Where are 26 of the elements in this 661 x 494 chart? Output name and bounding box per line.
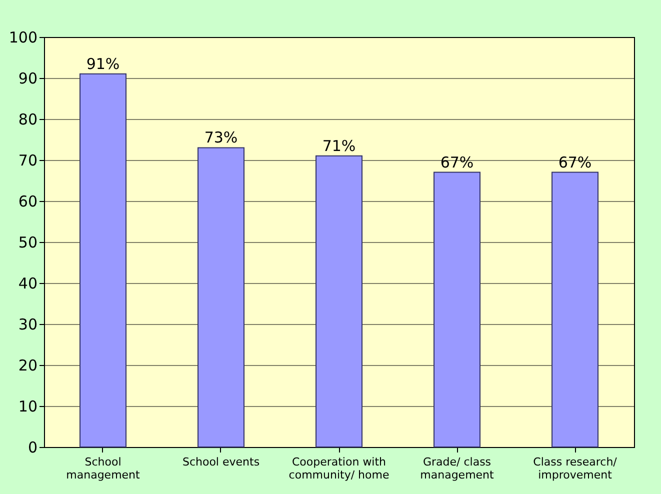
y-tick-label: 60	[18, 192, 38, 210]
bar	[316, 155, 362, 448]
y-tick-label: 30	[18, 316, 38, 334]
data-label: 73%	[204, 128, 238, 147]
bar	[80, 73, 126, 448]
data-label: 91%	[86, 54, 120, 73]
x-tick-label: School management	[66, 456, 141, 482]
x-tick-label: Class research/ improvement	[533, 456, 618, 482]
y-tick-label: 70	[18, 152, 38, 170]
y-tick-label: 0	[28, 438, 38, 456]
bar	[198, 147, 244, 448]
data-label: 67%	[440, 153, 474, 172]
x-tick-label: School events	[182, 456, 260, 468]
y-tick-label: 100	[8, 28, 38, 46]
y-tick-label: 10	[18, 398, 38, 416]
y-tick-label: 20	[18, 356, 38, 374]
data-label: 71%	[322, 136, 356, 155]
x-tick-label: Grade/ class management	[420, 456, 495, 482]
y-tick-label: 80	[18, 110, 38, 128]
y-tick-label: 40	[18, 274, 38, 292]
bar	[434, 172, 480, 448]
y-tick-label: 50	[18, 234, 38, 252]
data-label: 67%	[558, 153, 592, 172]
y-tick-label: 90	[18, 70, 38, 88]
x-tick-label: Cooperation with community/ home	[288, 456, 390, 482]
bar	[552, 172, 598, 448]
